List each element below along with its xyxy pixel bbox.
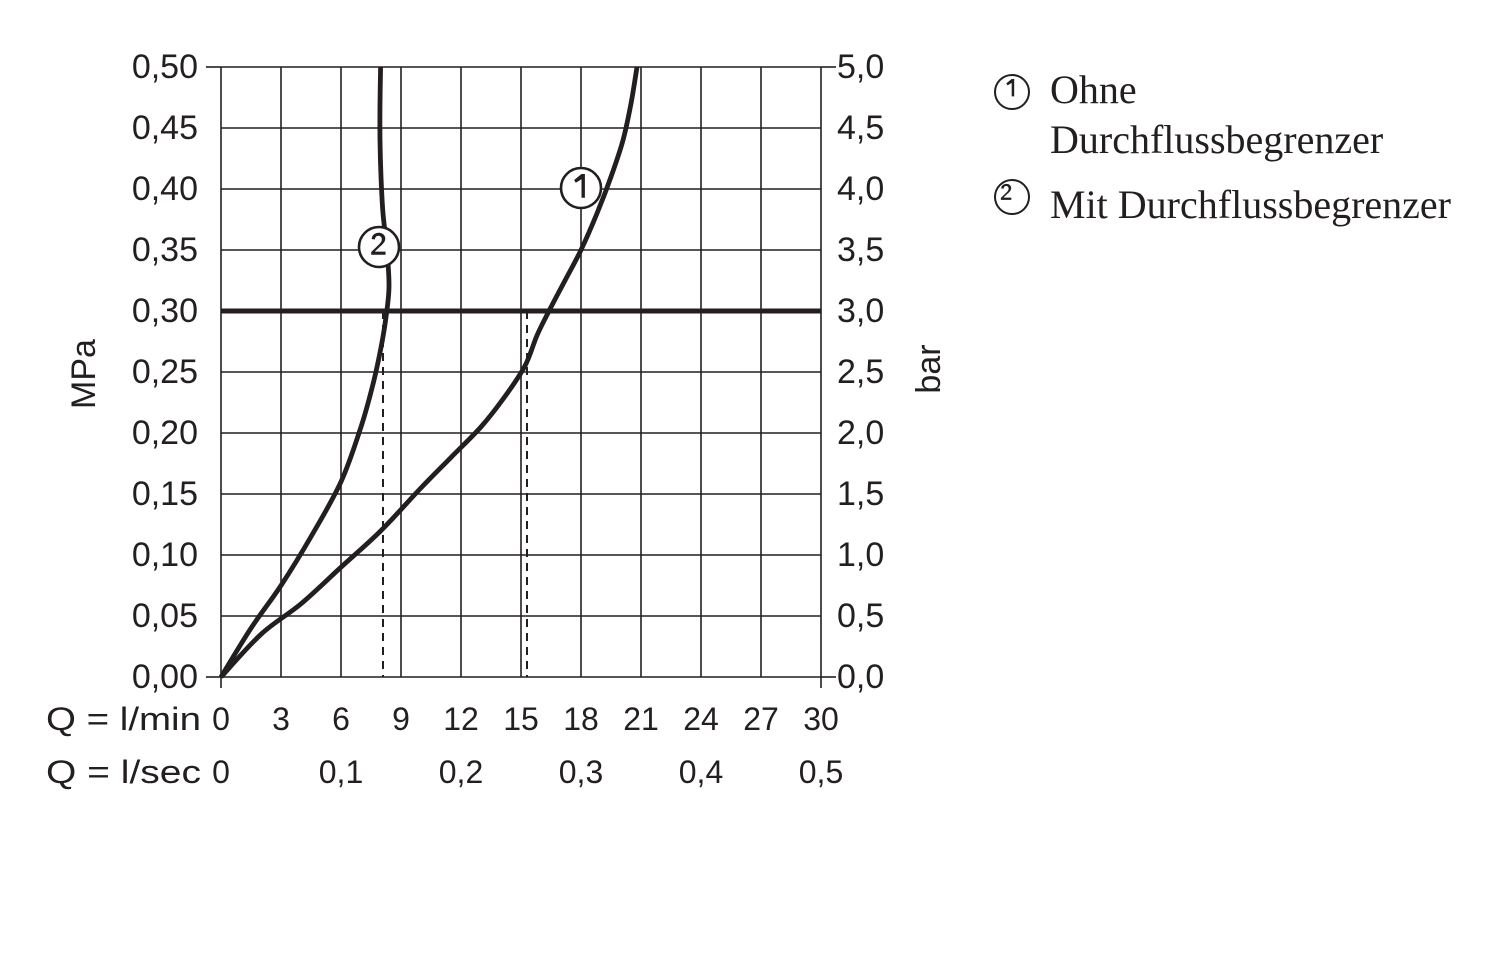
svg-text:0,25: 0,25 [132, 353, 198, 391]
svg-text:18: 18 [563, 701, 599, 737]
svg-text:4,5: 4,5 [837, 109, 884, 147]
svg-text:0,5: 0,5 [799, 754, 843, 790]
svg-text:0: 0 [212, 701, 230, 737]
svg-text:0,0: 0,0 [837, 658, 884, 696]
svg-text:3: 3 [272, 701, 290, 737]
svg-text:6: 6 [332, 701, 350, 737]
svg-text:Q = l/min: Q = l/min [46, 701, 201, 737]
svg-text:0,4: 0,4 [679, 754, 723, 790]
svg-text:4,0: 4,0 [837, 170, 884, 208]
svg-text:Q = l/sec: Q = l/sec [46, 754, 201, 790]
svg-text:30: 30 [803, 701, 839, 737]
svg-text:0,20: 0,20 [132, 414, 198, 452]
svg-text:0,5: 0,5 [837, 597, 884, 635]
svg-text:9: 9 [392, 701, 410, 737]
svg-text:15: 15 [503, 701, 539, 737]
svg-text:1,0: 1,0 [837, 536, 884, 574]
svg-text:27: 27 [743, 701, 779, 737]
svg-text:5,0: 5,0 [837, 48, 884, 86]
svg-text:24: 24 [683, 701, 719, 737]
svg-text:1,5: 1,5 [837, 475, 884, 513]
svg-text:0,3: 0,3 [559, 754, 603, 790]
svg-text:0,05: 0,05 [132, 597, 198, 635]
svg-text:0: 0 [212, 754, 230, 790]
svg-text:2,5: 2,5 [837, 353, 884, 391]
svg-text:0,15: 0,15 [132, 475, 198, 513]
svg-text:0,10: 0,10 [132, 536, 198, 574]
svg-text:0,35: 0,35 [132, 231, 198, 269]
svg-text:0,1: 0,1 [319, 754, 363, 790]
svg-text:0,50: 0,50 [132, 48, 198, 86]
svg-text:MPa: MPa [65, 339, 103, 409]
svg-text:0,2: 0,2 [439, 754, 483, 790]
svg-text:21: 21 [623, 701, 659, 737]
svg-text:2,0: 2,0 [837, 414, 884, 452]
svg-text:12: 12 [443, 701, 479, 737]
svg-text:0,40: 0,40 [132, 170, 198, 208]
svg-text:3,0: 3,0 [837, 292, 884, 330]
svg-text:bar: bar [910, 344, 948, 393]
svg-text:3,5: 3,5 [837, 231, 884, 269]
svg-text:0,00: 0,00 [132, 658, 198, 696]
svg-text:0,45: 0,45 [132, 109, 198, 147]
svg-text:0,30: 0,30 [132, 292, 198, 330]
